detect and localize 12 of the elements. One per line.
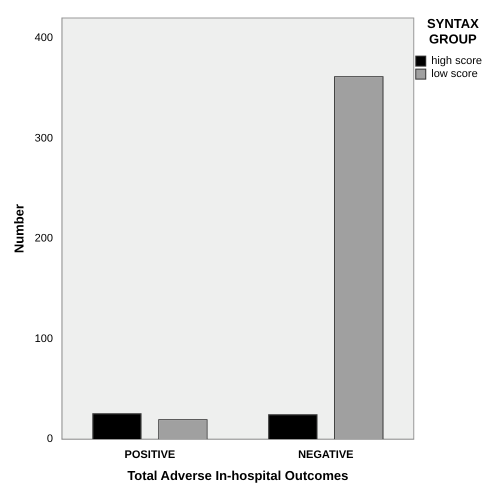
- x-tick-label: POSITIVE: [124, 448, 176, 461]
- legend-label: low score: [431, 68, 478, 80]
- x-axis-title: Total Adverse In-hospital Outcomes: [127, 468, 348, 483]
- legend-title: SYNTAX GROUP: [426, 16, 480, 47]
- y-tick-label: 200: [34, 232, 53, 245]
- y-tick-label: 400: [34, 32, 53, 44]
- y-tick-label: 300: [34, 132, 53, 144]
- y-tick-label: 100: [34, 332, 53, 345]
- y-tick-label: 0: [46, 433, 53, 446]
- x-tick-label: NEGATIVE: [298, 448, 354, 461]
- legend-label: high score: [431, 55, 482, 68]
- y-axis-title: Number: [11, 204, 26, 254]
